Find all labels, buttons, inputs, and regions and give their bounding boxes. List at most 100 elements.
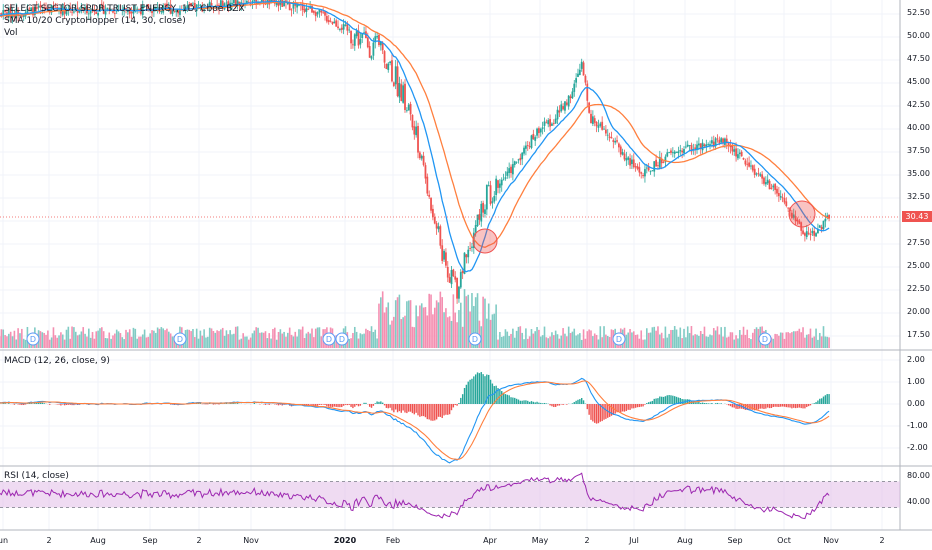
volume-bar bbox=[670, 329, 672, 348]
macd-histogram-bar bbox=[486, 374, 488, 404]
volume-bar bbox=[48, 339, 51, 348]
candle-body bbox=[807, 232, 810, 234]
candle-body bbox=[305, 7, 308, 12]
candle-body bbox=[164, 4, 166, 6]
candle-body bbox=[751, 165, 754, 171]
candle-body bbox=[307, 9, 310, 11]
candle-body bbox=[818, 225, 821, 228]
volume-bar bbox=[571, 331, 574, 348]
volume-bar bbox=[409, 300, 412, 348]
macd-histogram-bar bbox=[813, 403, 815, 404]
candle-body bbox=[521, 152, 524, 160]
candle-body bbox=[560, 104, 563, 112]
volume-bar bbox=[798, 328, 801, 348]
candle-body bbox=[683, 149, 685, 154]
rsi-line bbox=[0, 472, 830, 520]
macd-histogram-bar bbox=[333, 404, 336, 407]
volume-bar bbox=[593, 333, 596, 348]
candle-body bbox=[811, 230, 814, 234]
time-tick: Aug bbox=[677, 536, 693, 545]
volume-bar bbox=[365, 328, 367, 348]
candle-body bbox=[740, 151, 743, 157]
volume-bar bbox=[63, 339, 66, 348]
macd-histogram-bar bbox=[432, 404, 434, 421]
time-tick: 2020 bbox=[333, 536, 357, 545]
volume-bar bbox=[668, 333, 670, 348]
candle-body bbox=[303, 9, 306, 12]
candle-body bbox=[216, 4, 219, 6]
volume-bar bbox=[491, 314, 494, 348]
volume-bar bbox=[300, 329, 302, 348]
volume-bar bbox=[660, 332, 663, 348]
volume-bar bbox=[370, 326, 373, 348]
macd-histogram-bar bbox=[674, 396, 676, 404]
macd-histogram-bar bbox=[698, 401, 700, 404]
chart-title[interactable]: SELECT SECTOR SPDR TRUST ENERGY, 1D, Cbo… bbox=[4, 4, 245, 14]
macd-histogram-bar bbox=[809, 404, 812, 406]
volume-bar bbox=[513, 337, 516, 348]
volume-bar bbox=[575, 335, 577, 348]
rsi-indicator-label[interactable]: RSI (14, close) bbox=[4, 471, 69, 481]
macd-histogram-bar bbox=[806, 404, 808, 408]
volume-bar bbox=[731, 332, 734, 348]
volume-bar bbox=[89, 337, 92, 348]
candle-body bbox=[184, 7, 187, 9]
candle-body bbox=[166, 3, 168, 9]
volume-bar bbox=[606, 335, 609, 348]
volume-bar bbox=[813, 336, 815, 348]
candle-body bbox=[190, 2, 192, 7]
candle-body bbox=[677, 151, 680, 154]
macd-histogram-bar bbox=[514, 397, 516, 404]
macd-histogram-bar bbox=[785, 404, 787, 408]
candle-body bbox=[738, 152, 741, 155]
volume-bar bbox=[171, 336, 174, 348]
macd-histogram-bar bbox=[737, 404, 739, 409]
volume-bar bbox=[672, 329, 674, 348]
macd-histogram-bar bbox=[212, 404, 215, 405]
macd-histogram-bar bbox=[603, 404, 605, 420]
candle-body bbox=[246, 0, 248, 3]
volume-bar bbox=[753, 329, 756, 348]
volume-bar bbox=[236, 326, 239, 348]
macd-histogram-bar bbox=[396, 404, 399, 413]
candle-body bbox=[288, 2, 291, 11]
volume-bar bbox=[685, 337, 687, 348]
volume-bar bbox=[446, 317, 449, 348]
candle-body bbox=[593, 118, 596, 123]
candle-body bbox=[675, 151, 678, 153]
candle-body bbox=[612, 140, 615, 142]
volume-bar bbox=[357, 338, 360, 348]
macd-histogram-bar bbox=[467, 381, 469, 404]
macd-histogram-bar bbox=[826, 394, 828, 404]
candle-body bbox=[660, 158, 663, 164]
volume-bar bbox=[497, 339, 499, 348]
volume-indicator-label[interactable]: Vol bbox=[4, 28, 18, 38]
candle-body bbox=[99, 5, 101, 12]
volume-bar bbox=[718, 334, 721, 348]
candle-body bbox=[234, 0, 237, 6]
macd-indicator-label[interactable]: MACD (12, 26, close, 9) bbox=[4, 356, 110, 366]
candle-body bbox=[366, 37, 369, 48]
volume-bar bbox=[199, 330, 202, 348]
candle-body bbox=[325, 16, 328, 22]
price-tick: 32.50 bbox=[907, 192, 930, 201]
volume-bar bbox=[794, 331, 797, 348]
macd-histogram-bar bbox=[372, 404, 375, 406]
macd-histogram-bar bbox=[528, 401, 531, 404]
volume-bar bbox=[2, 329, 5, 348]
volume-bar bbox=[285, 336, 287, 348]
candle-body bbox=[679, 150, 682, 152]
volume-bar bbox=[257, 327, 259, 348]
macd-histogram-bar bbox=[739, 404, 741, 409]
macd-histogram-bar bbox=[558, 404, 561, 406]
volume-bar bbox=[398, 294, 401, 348]
volume-bar bbox=[400, 319, 403, 348]
sma-indicator-label[interactable]: SMA 10/20 CryptoHopper (14, 30, close) bbox=[4, 16, 186, 26]
macd-histogram-bar bbox=[824, 395, 827, 404]
volume-bar bbox=[632, 331, 635, 348]
volume-bar bbox=[71, 326, 73, 348]
macd-histogram-bar bbox=[311, 404, 313, 406]
volume-bar bbox=[246, 336, 248, 348]
